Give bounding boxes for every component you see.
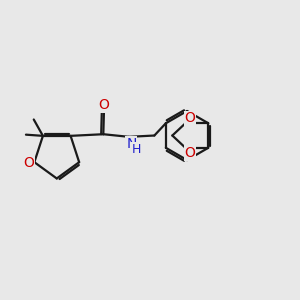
Text: O: O — [184, 111, 195, 125]
Text: O: O — [24, 156, 34, 170]
Text: O: O — [184, 146, 195, 160]
Text: N: N — [126, 137, 136, 151]
Text: H: H — [131, 143, 141, 156]
Text: O: O — [98, 98, 110, 112]
